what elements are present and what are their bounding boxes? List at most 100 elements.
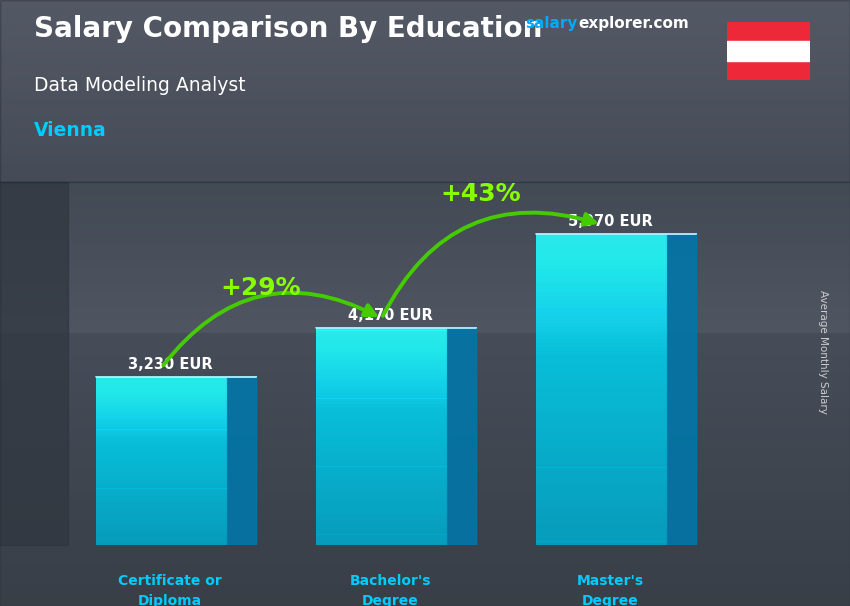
Bar	[315, 542, 448, 545]
Bar	[536, 433, 667, 436]
Bar	[0, 561, 850, 564]
Bar	[95, 488, 228, 491]
Bar	[536, 398, 667, 401]
Bar	[315, 494, 448, 496]
Bar	[0, 267, 850, 270]
Bar	[315, 377, 448, 379]
Bar	[95, 507, 228, 510]
Bar	[95, 511, 228, 514]
Bar	[315, 534, 448, 538]
Bar	[536, 413, 667, 417]
Bar	[0, 558, 850, 561]
Bar	[0, 197, 850, 200]
Bar	[95, 408, 228, 410]
Bar	[536, 273, 667, 277]
Bar	[95, 505, 228, 507]
Bar	[536, 304, 667, 308]
Bar	[315, 388, 448, 390]
Bar	[0, 506, 850, 509]
Bar	[315, 513, 448, 516]
Bar	[0, 18, 850, 21]
Bar	[0, 548, 850, 551]
Bar	[95, 394, 228, 396]
Bar	[0, 336, 850, 339]
Bar	[315, 404, 448, 407]
Bar	[315, 478, 448, 480]
Bar	[536, 444, 667, 448]
Bar	[315, 363, 448, 366]
Bar	[0, 164, 850, 167]
Bar	[315, 390, 448, 393]
Bar	[95, 417, 228, 419]
Bar	[0, 52, 850, 55]
Bar	[0, 291, 850, 294]
Bar	[95, 381, 228, 383]
Bar	[0, 309, 850, 312]
Bar	[0, 385, 850, 388]
Bar	[315, 341, 448, 344]
Bar	[536, 425, 667, 428]
Bar	[95, 425, 228, 427]
Bar	[95, 484, 228, 487]
Bar	[315, 401, 448, 404]
Bar	[315, 374, 448, 377]
Bar	[95, 482, 228, 484]
Bar	[0, 485, 850, 488]
Bar	[536, 436, 667, 440]
Bar	[536, 374, 667, 378]
Bar	[0, 464, 850, 467]
Bar	[536, 288, 667, 292]
Bar	[0, 30, 850, 33]
Bar	[0, 9, 850, 12]
Bar	[0, 458, 850, 461]
Bar	[536, 518, 667, 522]
Bar	[315, 445, 448, 447]
Bar	[0, 64, 850, 67]
Text: Average Monthly Salary: Average Monthly Salary	[818, 290, 828, 413]
Bar	[0, 503, 850, 506]
Bar	[95, 541, 228, 544]
Bar	[0, 521, 850, 524]
Bar	[536, 335, 667, 339]
Bar	[0, 285, 850, 288]
Bar	[536, 479, 667, 483]
Bar	[315, 502, 448, 505]
Bar	[0, 79, 850, 82]
Bar	[95, 474, 228, 476]
Bar	[0, 554, 850, 558]
Bar	[95, 410, 228, 413]
Bar	[95, 476, 228, 478]
Bar	[315, 423, 448, 426]
Bar	[95, 379, 228, 381]
Bar	[536, 494, 667, 499]
Bar	[95, 467, 228, 470]
Bar	[95, 463, 228, 465]
Bar	[315, 396, 448, 399]
Bar	[315, 442, 448, 445]
Bar	[536, 366, 667, 370]
Bar	[0, 479, 850, 482]
Bar	[315, 428, 448, 431]
Bar	[315, 379, 448, 382]
Bar	[536, 534, 667, 538]
Bar	[0, 421, 850, 424]
Bar	[0, 339, 850, 342]
Bar	[0, 403, 850, 406]
Text: 3,230 EUR: 3,230 EUR	[128, 356, 212, 371]
Bar	[0, 279, 850, 282]
Bar	[315, 336, 448, 339]
Text: Salary Comparison By Education: Salary Comparison By Education	[34, 15, 542, 43]
Bar	[0, 318, 850, 321]
Bar	[536, 421, 667, 425]
Bar	[0, 245, 850, 248]
Bar	[95, 470, 228, 471]
Bar	[0, 345, 850, 348]
Bar	[0, 509, 850, 512]
Bar	[95, 522, 228, 524]
Bar	[95, 459, 228, 461]
Bar	[315, 510, 448, 513]
Bar	[0, 351, 850, 355]
Bar	[536, 487, 667, 491]
Bar	[536, 390, 667, 393]
Bar	[0, 264, 850, 267]
